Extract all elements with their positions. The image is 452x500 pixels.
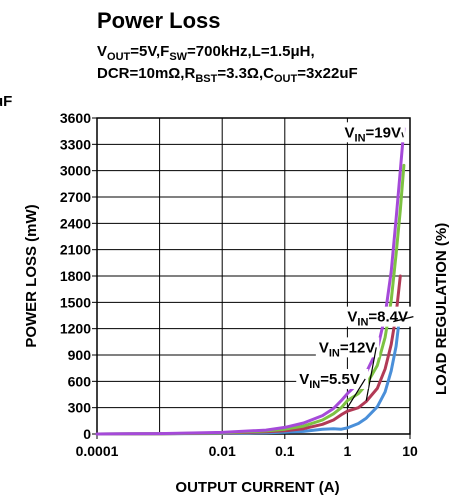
annotation-subscript: IN: [309, 379, 320, 391]
annotation-text: V: [345, 124, 355, 141]
annotation-leader: [393, 316, 414, 323]
series-line: [95, 163, 406, 436]
conditions-line-part: =3x22uF: [297, 65, 357, 82]
clipped-right-axis-label: LOAD REGULATION (%): [433, 223, 450, 395]
y-axis-label: POWER LOSS (mW): [23, 204, 40, 347]
annotation-text: V: [319, 339, 329, 356]
y-tick-label: 600: [68, 373, 92, 389]
annotation-label: VIN=12V: [319, 339, 375, 359]
annotation-bg: [341, 122, 405, 143]
annotation-text: =5.5V: [320, 371, 360, 388]
annotation-leader: [401, 132, 404, 138]
conditions-line-part: =5V,F: [130, 43, 169, 60]
y-tick-label: 1200: [60, 321, 91, 337]
annotation-text: =19V: [366, 124, 401, 141]
conditions-line-part: OUT: [107, 51, 131, 63]
x-tick-label: 0.1: [275, 443, 295, 459]
x-tick-label: 1: [344, 443, 352, 459]
annotation-subscript: IN: [329, 347, 340, 359]
annotation-subscript: IN: [355, 132, 366, 144]
conditions-line-part: V: [97, 43, 107, 60]
annotation-label: VIN=8.4V: [347, 309, 408, 329]
y-tick-label: 3300: [60, 136, 91, 152]
x-tick-label: 10: [402, 443, 418, 459]
annotation-bg: [344, 306, 417, 327]
x-tick-label: 0.01: [209, 443, 236, 459]
annotation-bg: [315, 337, 380, 358]
x-axis-label: OUTPUT CURRENT (A): [175, 479, 339, 496]
clipped-left-text: uF: [0, 93, 12, 110]
conditions-line-part: =3.3Ω,C: [217, 65, 274, 82]
x-tick-label: 0.0001: [76, 443, 119, 459]
y-tick-label: 2400: [60, 215, 91, 231]
y-tick-label: 0: [83, 426, 91, 442]
conditions-line-part: BST: [195, 73, 217, 85]
conditions-line-part: SW: [169, 51, 187, 63]
y-tick-label: 2100: [60, 242, 91, 258]
conditions-line-part: OUT: [274, 73, 298, 85]
chart-title: Power Loss: [97, 8, 220, 33]
annotation-text: V: [347, 309, 357, 326]
annotation-text: =8.4V: [368, 309, 408, 326]
annotation-text: =12V: [340, 339, 375, 356]
y-tick-label: 3600: [60, 110, 91, 126]
conditions-line-part: =700kHz,L=1.5μH,: [187, 43, 315, 60]
series-line: [95, 127, 406, 436]
y-tick-label: 900: [68, 347, 92, 363]
annotation-bg: [296, 368, 369, 389]
annotation-subscript: IN: [357, 317, 368, 329]
y-tick-label: 300: [68, 400, 92, 416]
annotation-text: V: [299, 371, 309, 388]
annotation-leader: [365, 347, 377, 401]
conditions-line-part: DCR=10mΩ,R: [97, 65, 195, 82]
y-tick-label: 1500: [60, 294, 91, 310]
y-tick-label: 3000: [60, 163, 91, 179]
annotation-label: VIN=19V: [345, 124, 401, 144]
conditions-line: DCR=10mΩ,RBST=3.3Ω,COUT=3x22uF: [97, 65, 358, 85]
annotation-label: VIN=5.5V: [299, 371, 360, 391]
annotation-leader: [346, 378, 366, 408]
y-tick-label: 1800: [60, 268, 91, 284]
conditions-line: VOUT=5V,FSW=700kHz,L=1.5μH,: [97, 43, 315, 63]
y-tick-label: 2700: [60, 189, 91, 205]
